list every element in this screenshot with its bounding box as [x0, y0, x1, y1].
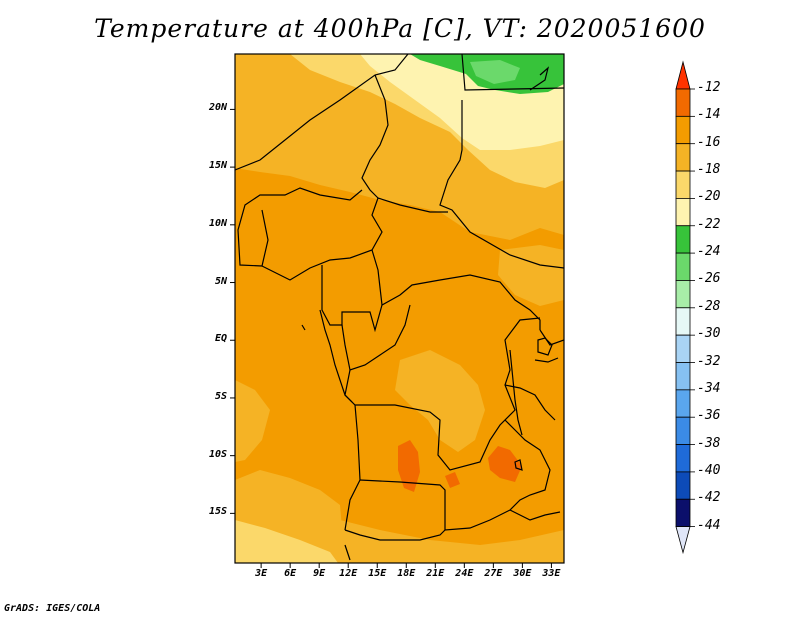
lake-outline: [537, 337, 553, 356]
coastline: [301, 324, 306, 331]
colorbar-label: -44: [697, 517, 721, 533]
lon-tick-label: 21E: [426, 568, 445, 579]
lat-tick-label: EQ: [214, 333, 227, 345]
lon-tick-marks: [260, 563, 552, 568]
border-line: [359, 419, 551, 531]
colorbar-swatch: [675, 362, 691, 391]
colorbar-swatch: [675, 252, 691, 281]
colorbar-swatch: [675, 280, 691, 309]
border-line: [237, 187, 363, 267]
colorbar-label: -14: [697, 107, 721, 123]
field-band-14-east-small: [445, 472, 460, 488]
colorbar-swatch: [675, 197, 691, 227]
lat-tick-label: 20N: [208, 102, 227, 114]
colorbar: [675, 60, 695, 555]
lat-tick-label: 10N: [208, 217, 227, 229]
lon-tick-label: 3E: [255, 568, 268, 579]
field-band-18-center: [395, 350, 485, 452]
colorbar-swatch: [675, 498, 691, 528]
lat-tick-label: 15N: [208, 160, 227, 172]
border-line: [509, 509, 561, 521]
colorbar-label: -40: [697, 462, 721, 478]
border-line: [341, 304, 411, 371]
lon-tick-label: 30E: [513, 568, 532, 579]
colorbar-swatch: [675, 143, 691, 172]
lon-tick-label: 18E: [397, 568, 416, 579]
lat-tick-label: 10S: [208, 448, 227, 460]
colorbar-label: -32: [697, 353, 721, 369]
map-frame: [234, 53, 565, 564]
colorbar-top-arrow: [675, 60, 691, 90]
field-band-18-east: [498, 245, 564, 306]
lon-tick-label: 24E: [455, 568, 474, 579]
border-line: [261, 209, 269, 267]
colorbar-label: -30: [697, 326, 721, 342]
colorbar-swatch: [675, 389, 691, 418]
colorbar-swatch: [675, 444, 691, 473]
country-borders: [235, 54, 564, 561]
temperature-field: [235, 54, 564, 563]
colorbar-swatch: [675, 170, 691, 199]
lat-tick-label: 15S: [208, 506, 227, 518]
colorbar-swatch: [675, 88, 691, 117]
colorbar-label: -16: [697, 134, 721, 150]
lat-tick-label: 5S: [214, 390, 227, 402]
lon-tick-label: 33E: [542, 568, 561, 579]
coastline: [319, 309, 353, 403]
lake-outline: [509, 349, 523, 436]
map-title: Temperature at 400hPa [C], VT: 202005160…: [94, 14, 706, 43]
border-line: [529, 66, 550, 91]
colorbar-label: -22: [697, 216, 721, 232]
field-band-20-south: [235, 520, 338, 563]
field-band-26: [470, 60, 520, 84]
colorbar-swatch: [675, 307, 691, 336]
lat-tick-label: 5N: [214, 275, 227, 287]
lat-tick-marks: [230, 108, 235, 514]
lon-tick-label: 12E: [339, 568, 358, 579]
border-line: [361, 74, 389, 199]
lon-tick-label: 27E: [484, 568, 503, 579]
field-band-14-west: [398, 440, 420, 492]
border-line: [235, 54, 409, 171]
colorbar-label: -42: [697, 490, 721, 506]
border-line: [504, 384, 556, 421]
colorbar-label: -36: [697, 408, 721, 424]
footer-credit: GrADS: IGES/COLA: [4, 603, 101, 614]
colorbar-label: -24: [697, 244, 721, 260]
border-line: [344, 544, 351, 561]
colorbar-label: -12: [697, 80, 721, 95]
colorbar-swatch: [675, 334, 691, 363]
colorbar-swatch: [675, 115, 691, 145]
colorbar-label: -38: [697, 435, 721, 451]
border-line: [534, 357, 559, 363]
colorbar-swatch: [675, 416, 691, 445]
lon-tick-label: 9E: [313, 568, 326, 579]
lake-outline: [514, 459, 523, 471]
border-line: [261, 197, 448, 281]
colorbar-bottom-arrow: [675, 526, 691, 555]
colorbar-swatch: [675, 471, 691, 500]
border-line: [321, 265, 383, 333]
colorbar-label: -28: [697, 298, 721, 314]
field-band-18-west-coast: [235, 380, 270, 462]
colorbar-label: -26: [697, 271, 721, 287]
border-line: [371, 249, 541, 330]
field-band-14-east: [488, 446, 522, 482]
lon-tick-label: 15E: [368, 568, 387, 579]
border-line: [344, 317, 541, 471]
colorbar-label: -20: [697, 189, 721, 205]
field-band-18-south: [340, 520, 564, 563]
colorbar-label: -18: [697, 162, 721, 178]
colorbar-swatch: [675, 225, 691, 254]
border-line: [439, 100, 564, 269]
colorbar-label: -34: [697, 380, 721, 396]
lon-tick-label: 6E: [284, 568, 297, 579]
border-line: [539, 329, 564, 346]
border-line: [344, 529, 446, 541]
